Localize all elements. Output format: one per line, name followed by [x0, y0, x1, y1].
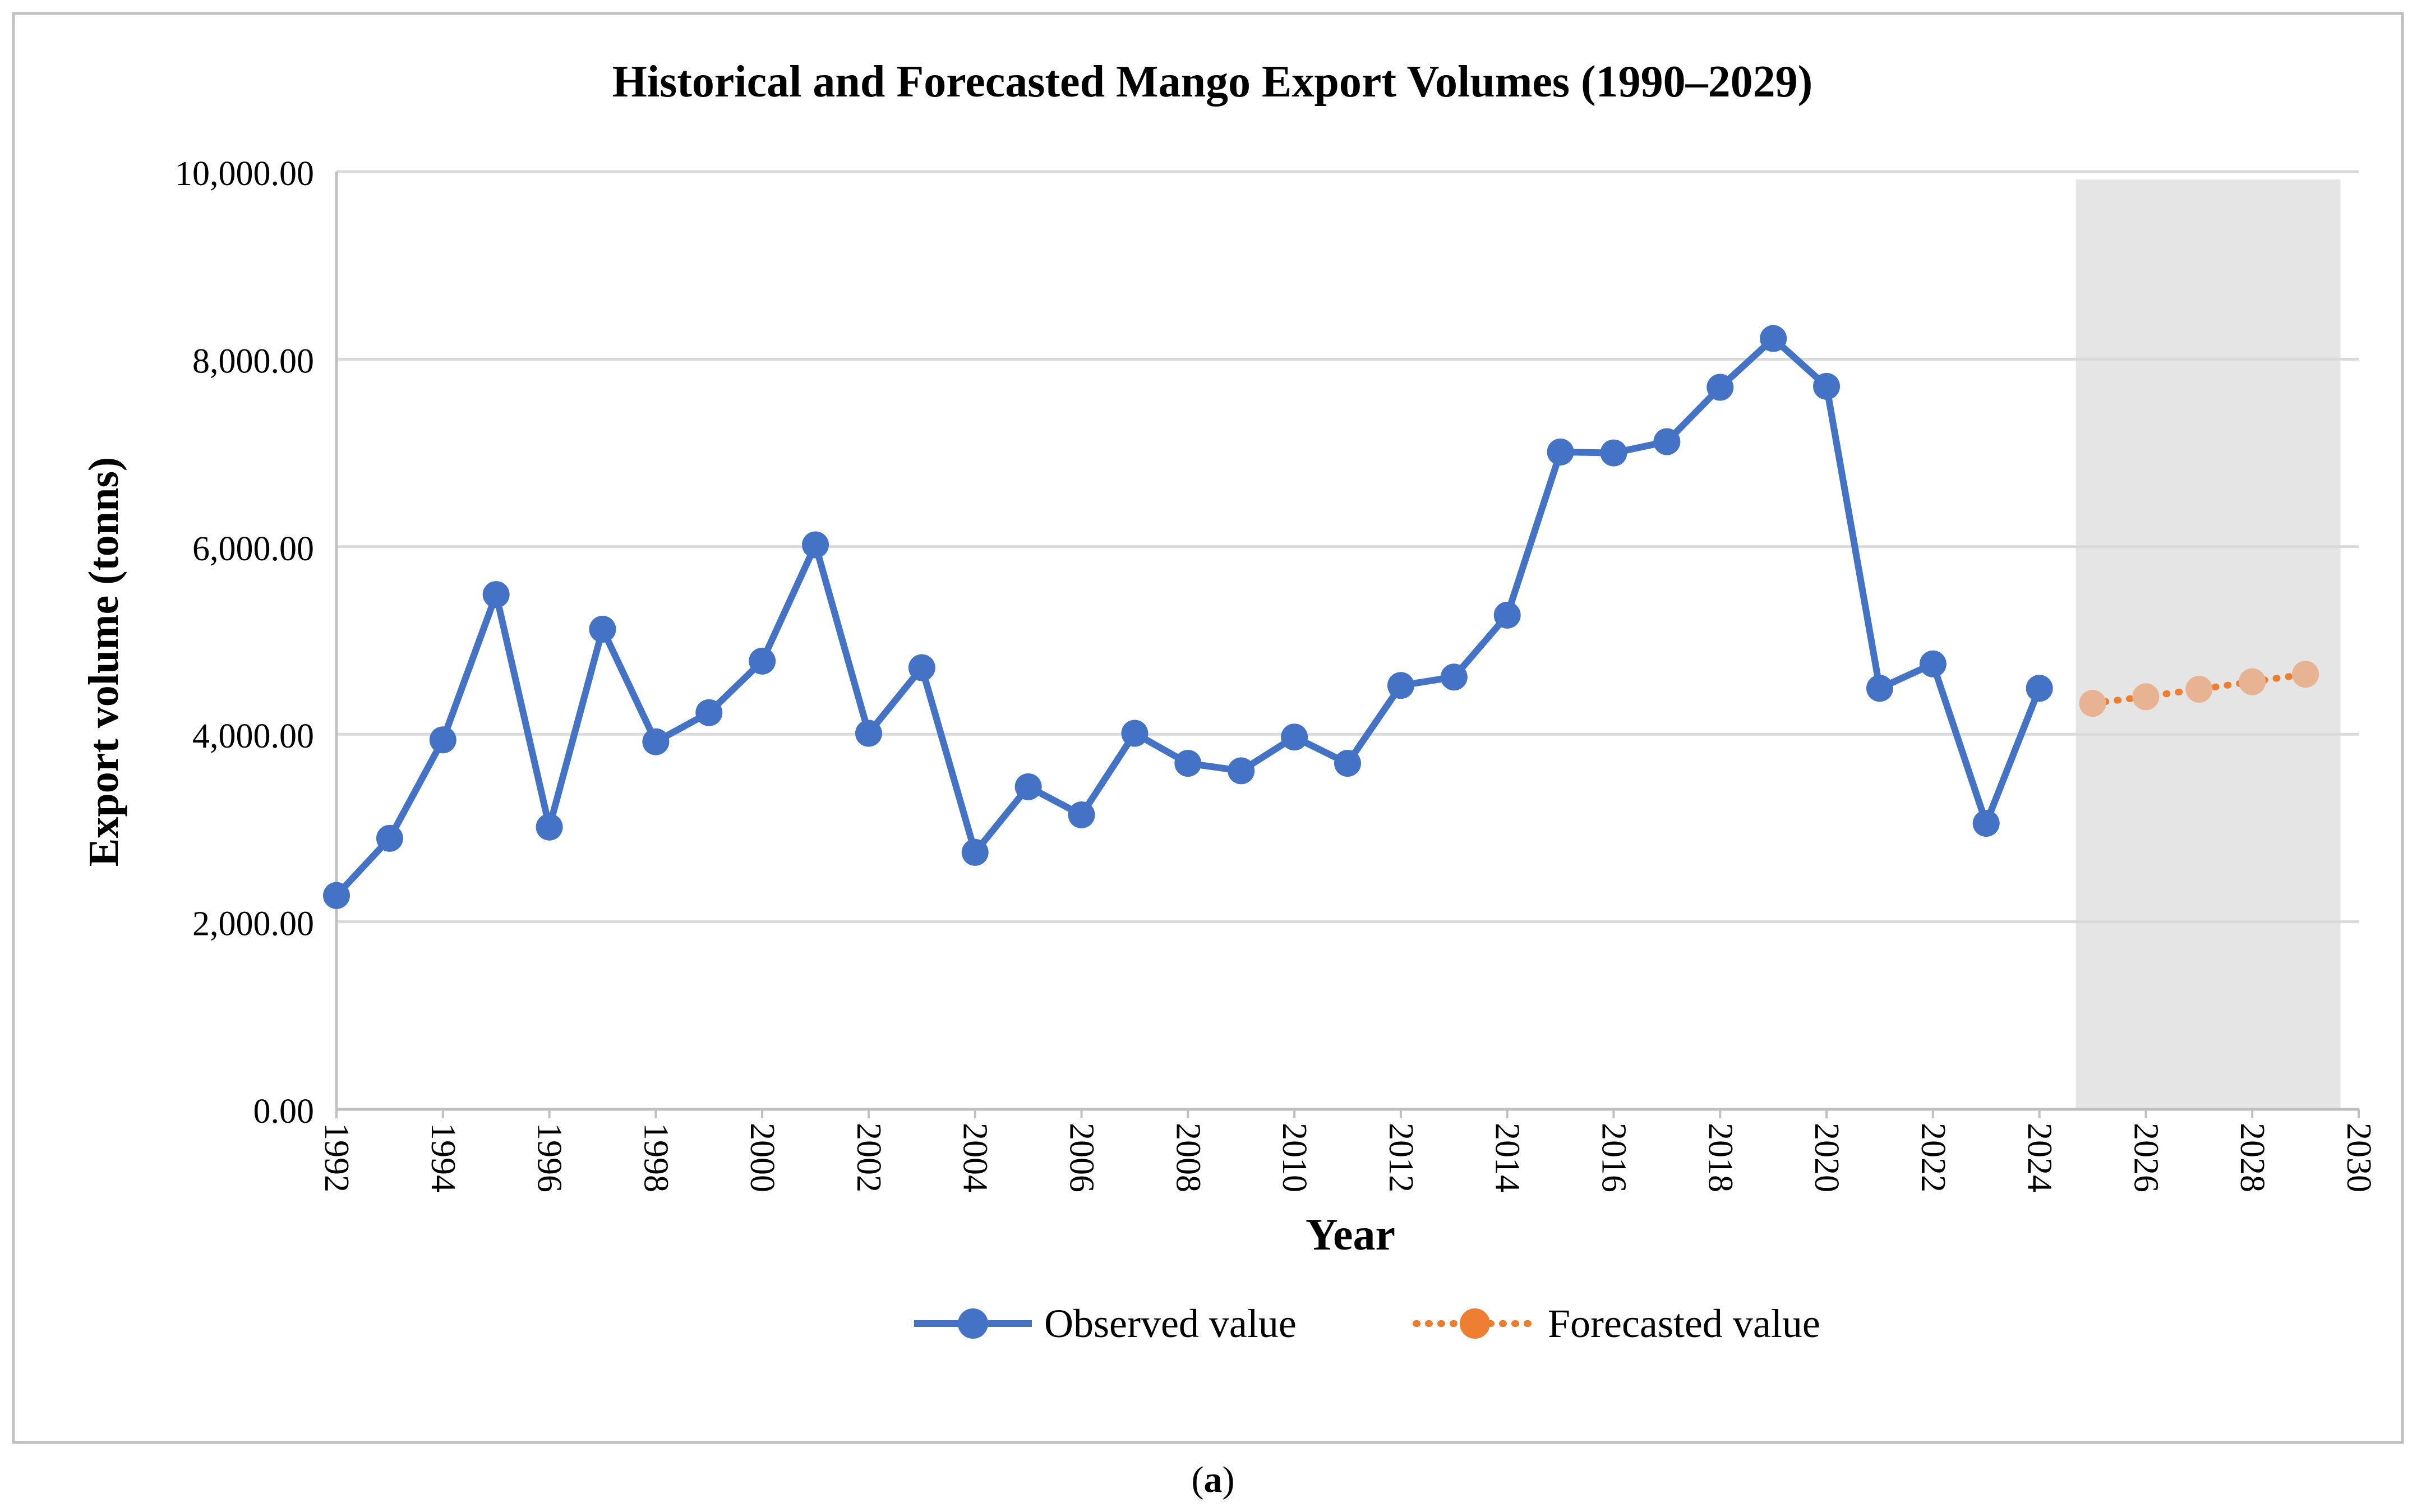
forecast-point [2132, 683, 2160, 711]
x-tick-label: 2008 [1169, 1123, 1207, 1192]
forecast-region [2076, 179, 2341, 1109]
observed-point [961, 838, 989, 866]
forecast-point [2292, 661, 2319, 688]
x-tick-label: 2016 [1594, 1123, 1632, 1192]
observed-point [376, 824, 403, 852]
forecast-point [2185, 675, 2213, 703]
x-tick-label: 2014 [1488, 1123, 1526, 1192]
observed-point [1440, 663, 1468, 691]
observed-point [589, 615, 616, 643]
legend-marker-observed [958, 1308, 988, 1339]
x-tick-label: 1998 [637, 1123, 675, 1192]
legend-label-forecasted: Forecasted value [1548, 1301, 1820, 1346]
observed-point [1493, 601, 1521, 629]
observed-point [323, 882, 350, 909]
observed-point [1228, 757, 1255, 785]
x-tick-label: 2022 [1914, 1123, 1952, 1192]
observed-point [1653, 428, 1681, 455]
observed-point [1813, 372, 1841, 400]
y-tick-label: 8,000.00 [192, 342, 314, 380]
observed-point [1387, 672, 1414, 699]
x-axis-title: Year [1306, 1210, 1395, 1260]
x-tick-label: 2004 [956, 1123, 994, 1192]
observed-point [1121, 720, 1149, 747]
x-tick-label: 2006 [1063, 1123, 1101, 1192]
observed-point [855, 720, 882, 747]
x-tick-labels: 1992 1994 1996 1998 2000 2002 2004 2006 2008 2010… [317, 1109, 2378, 1192]
x-tick-label: 2002 [850, 1123, 888, 1192]
observed-point [2026, 675, 2053, 702]
y-tick-label: 4,000.00 [192, 717, 314, 755]
observed-point [1174, 750, 1202, 777]
observed-point [1972, 810, 2000, 837]
x-tick-label: 2000 [743, 1123, 781, 1192]
x-tick-label: 2028 [2233, 1123, 2271, 1192]
observed-point [1547, 438, 1574, 465]
legend-marker-forecasted [1460, 1308, 1490, 1339]
observed-point [749, 647, 776, 675]
observed-point [908, 654, 935, 681]
x-tick-label: 2010 [1275, 1123, 1313, 1192]
x-tick-label: 1992 [317, 1123, 356, 1192]
x-tick-label: 1996 [531, 1123, 569, 1192]
observed-point [429, 726, 456, 754]
x-tick-label: 2018 [1701, 1123, 1739, 1192]
chart-frame [12, 12, 2404, 1444]
observed-point [1334, 750, 1361, 777]
observed-point [1600, 439, 1627, 467]
y-tick-labels: 0.00 2,000.00 4,000.00 6,000.00 8,000.00 10,0… [175, 155, 314, 1131]
legend-label-observed: Observed value [1044, 1301, 1297, 1346]
observed-point [1919, 650, 1947, 677]
forecast-point [2239, 668, 2266, 695]
y-tick-label: 10,000.00 [175, 155, 314, 193]
observed-point [802, 531, 829, 559]
x-tick-label: 2024 [2021, 1123, 2059, 1192]
observed-point [1014, 773, 1042, 800]
y-tick-label: 6,000.00 [192, 530, 314, 568]
observed-point [1706, 374, 1734, 401]
forecast-point [2079, 690, 2106, 717]
observed-point [1760, 325, 1787, 352]
observed-point [642, 728, 670, 755]
x-tick-label: 2030 [2340, 1123, 2378, 1192]
observed-point [482, 581, 510, 609]
x-tick-label: 2026 [2127, 1123, 2165, 1192]
observed-point [1068, 801, 1095, 828]
x-tick-label: 2012 [1382, 1123, 1420, 1192]
forecast-series-line [2089, 671, 2309, 707]
y-tick-label: 0.00 [253, 1092, 315, 1131]
y-axis-title: Export volume (tonns) [80, 457, 127, 866]
observed-point [695, 699, 723, 726]
x-tick-label: 2020 [1807, 1123, 1846, 1192]
axes [335, 172, 2359, 1111]
x-tick-label: 1994 [424, 1123, 462, 1192]
series [323, 325, 2319, 909]
y-tick-label: 2,000.00 [192, 905, 314, 943]
observed-point [1281, 723, 1308, 751]
figure-caption: (a) [1192, 1459, 1235, 1500]
observed-point [536, 813, 563, 841]
legend: Observed value Forecasted value [914, 1301, 1820, 1346]
observed-point [1866, 675, 1893, 702]
chart-title: Historical and Forecasted Mango Export V… [612, 57, 1813, 107]
